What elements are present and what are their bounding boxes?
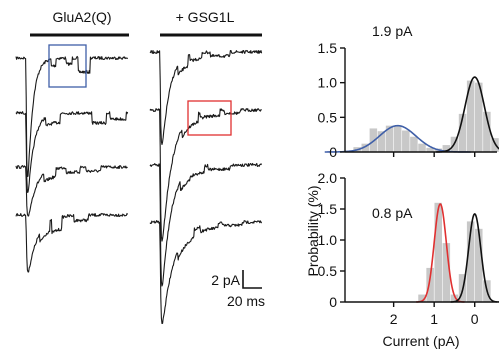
label-gsg1l: + GSG1L xyxy=(176,9,235,25)
histogram-bar-top-4 xyxy=(377,131,386,152)
y-tick-label-bottom-3: 1.5 xyxy=(318,201,338,217)
histogram-bar-top-6 xyxy=(393,126,402,152)
y-tick-label-bottom-1: 0.5 xyxy=(318,263,338,279)
histogram-bar-top-10 xyxy=(426,147,434,152)
histogram-bar-bottom-7 xyxy=(475,228,483,302)
histogram-top: 1.9 pA 0 0.5 1.0 1.5 xyxy=(318,23,499,160)
gaussian-fit-top-1 xyxy=(436,76,499,153)
histogram-bar-top-16 xyxy=(475,82,483,152)
histogram-bar-top-18 xyxy=(491,138,499,152)
x-tick-label-bottom-1: 1 xyxy=(430,311,438,327)
traces-gluA2q xyxy=(15,55,129,273)
histogram-bar-top-5 xyxy=(385,125,394,152)
x-tick-label-bottom-2: 0 xyxy=(471,311,479,327)
histogram-bar-bottom-3 xyxy=(442,243,451,302)
traces-gsg1l xyxy=(149,49,263,325)
highlight-box-right xyxy=(187,100,232,136)
current-trace-right-1 xyxy=(149,108,262,242)
y-tick-label-top-1: 0.5 xyxy=(318,109,338,125)
gaussian-fit-bottom-0 xyxy=(416,203,465,303)
highlight-box-left xyxy=(48,44,87,88)
x-tick-label-bottom-0: 2 xyxy=(390,311,398,327)
histogram-bar-top-8 xyxy=(410,136,418,152)
histogram-bar-top-7 xyxy=(402,130,410,152)
current-trace-left-0 xyxy=(15,55,129,178)
y-tick-label-bottom-2: 1.0 xyxy=(318,232,338,248)
histogram-bar-top-17 xyxy=(483,111,491,152)
annotation-top: 1.9 pA xyxy=(372,23,413,39)
histogram-bar-bottom-6 xyxy=(466,221,475,302)
y-axis-label: Probability (%) xyxy=(305,185,321,276)
scale-bar xyxy=(242,270,262,289)
y-tick-label-bottom-4: 2.0 xyxy=(318,170,338,186)
scalebar-x-label: 20 ms xyxy=(227,293,265,309)
histogram-bar-bottom-1 xyxy=(426,267,434,302)
y-tick-label-top-3: 1.5 xyxy=(318,40,338,56)
histogram-bar-bottom-2 xyxy=(434,202,442,302)
x-axis-label: Current (pA) xyxy=(382,333,459,349)
current-trace-right-3 xyxy=(149,220,263,325)
current-trace-left-3 xyxy=(15,212,129,273)
histogram-bar-top-15 xyxy=(466,80,475,152)
histogram-bottom: 0.8 pA 0 0.5 1.0 1.5 2.0 2 1 0 xyxy=(318,170,499,327)
histogram-bar-top-12 xyxy=(442,145,451,152)
label-gluA2q: GluA2(Q) xyxy=(52,9,111,25)
y-tick-label-top-2: 1.0 xyxy=(318,75,338,91)
histogram-bar-top-9 xyxy=(418,143,426,152)
histogram-bar-top-14 xyxy=(458,113,467,152)
histogram-bar-top-2 xyxy=(361,143,370,152)
y-tick-label-top-0: 0 xyxy=(329,144,337,160)
current-trace-left-2 xyxy=(15,165,128,217)
histogram-bar-bottom-0 xyxy=(418,294,426,302)
gaussian-fit-bottom-1 xyxy=(450,213,499,303)
current-trace-right-0 xyxy=(149,49,263,146)
histogram-bar-bottom-4 xyxy=(450,294,459,302)
scalebar-y-label: 2 pA xyxy=(211,272,240,288)
y-tick-label-bottom-0: 0 xyxy=(329,294,337,310)
current-trace-right-2 xyxy=(149,162,263,287)
annotation-bottom: 0.8 pA xyxy=(372,205,413,221)
current-trace-left-1 xyxy=(15,111,129,193)
